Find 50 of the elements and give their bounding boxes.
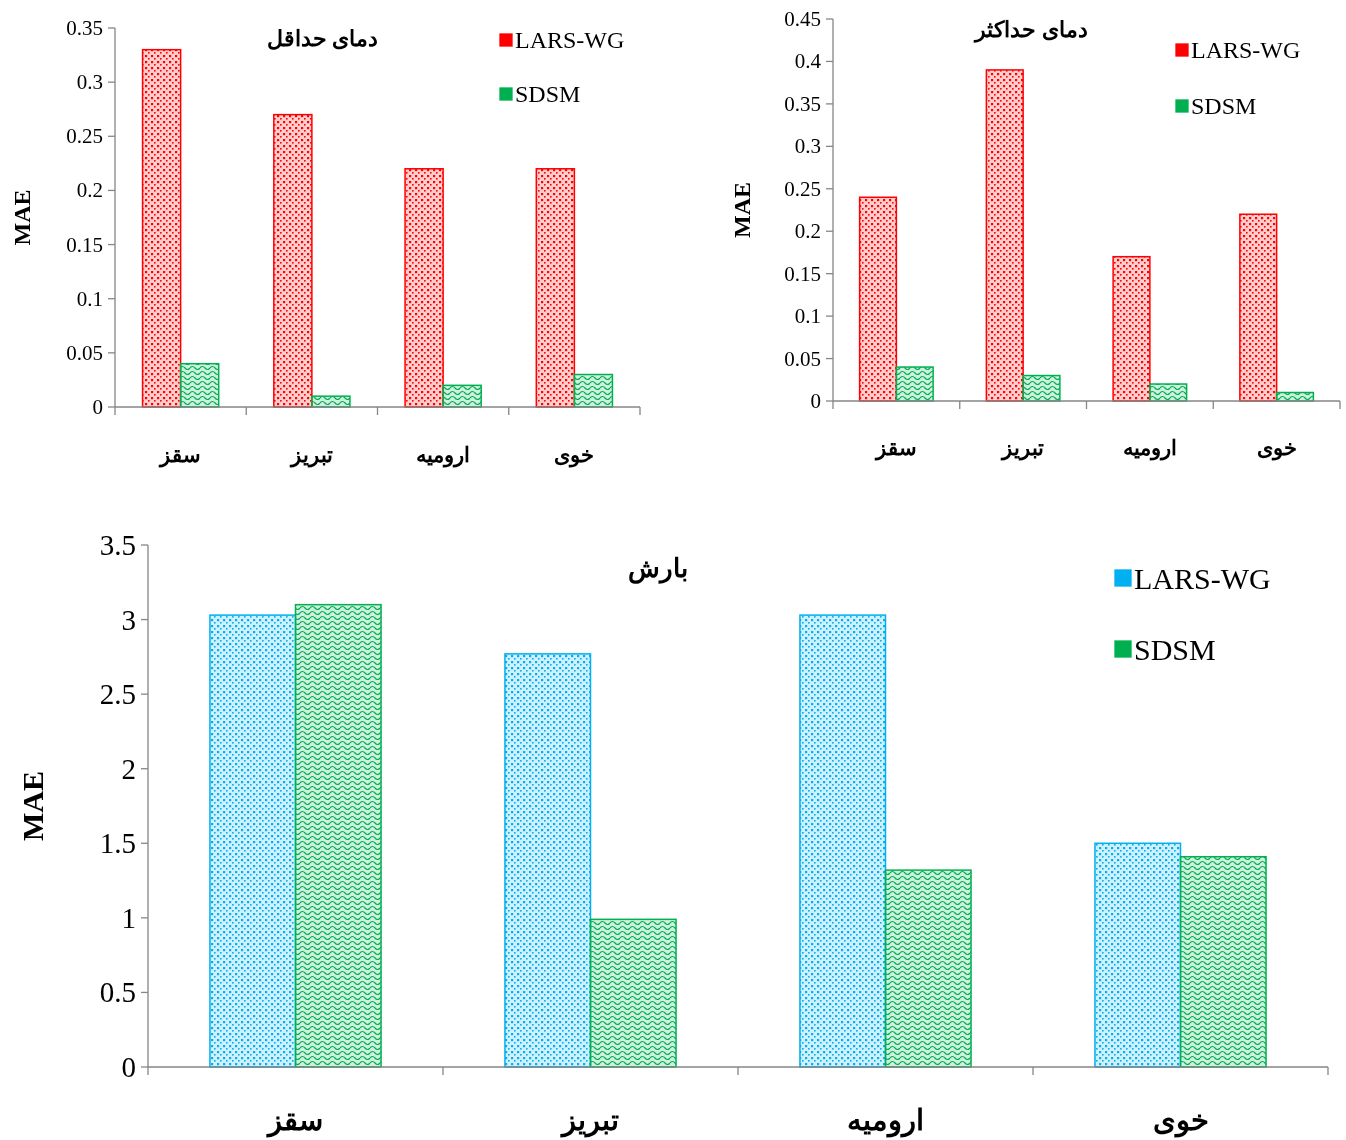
legend-label: LARS-WG	[515, 27, 625, 53]
y-tick-label: 0.2	[76, 178, 103, 203]
y-tick-label: 0.35	[784, 91, 821, 116]
y-axis-title: MAE	[9, 189, 35, 246]
y-tick-label: 0.3	[76, 70, 103, 95]
y-tick-label: 0	[121, 1051, 136, 1083]
y-tick-label: 0.05	[784, 346, 821, 371]
legend-label: LARS-WG	[1191, 37, 1301, 63]
chart-title: دمای حداکثر	[973, 17, 1088, 43]
y-tick-label: 0.25	[784, 176, 821, 201]
y-tick-label: 0.35	[66, 16, 103, 40]
x-tick-label: تبریز	[288, 443, 333, 468]
y-tick-label: 3	[121, 603, 136, 636]
y-tick-label: 2	[121, 752, 136, 785]
x-tick-label: ارومیه	[847, 1104, 924, 1138]
y-tick-label: 0	[810, 389, 821, 413]
x-tick-label: تبریز	[560, 1104, 619, 1138]
legend-label: LARS-WG	[1134, 561, 1271, 595]
y-axis-title: MAE	[729, 182, 755, 238]
y-tick-label: 0.15	[784, 261, 821, 286]
x-tick-label: سقز	[266, 1104, 323, 1138]
y-tick-label: 0.3	[794, 134, 821, 159]
y-tick-label: 0.4	[794, 49, 822, 74]
chart-title: دمای حداقل	[266, 26, 379, 51]
y-tick-label: 0.5	[99, 976, 136, 1009]
y-tick-label: 3.5	[99, 529, 136, 561]
x-tick-label: ارومیه	[1122, 436, 1177, 461]
x-tick-label: سقز	[873, 436, 917, 461]
y-tick-label: 1.5	[99, 827, 136, 860]
x-tick-label: خوی	[554, 443, 595, 468]
y-axis-title: MAE	[15, 771, 49, 841]
y-tick-label: 0.2	[794, 219, 821, 244]
x-tick-label: خوی	[1256, 436, 1297, 461]
y-tick-label: 0.45	[784, 7, 821, 31]
legend-label: SDSM	[515, 81, 581, 107]
x-tick-label: تبریز	[1000, 436, 1045, 461]
x-tick-label: خوی	[1152, 1104, 1209, 1138]
x-tick-label: سقز	[158, 443, 202, 468]
chart-title: بارش	[628, 554, 688, 584]
y-tick-label: 2.5	[99, 678, 136, 711]
y-tick-label: 1	[121, 901, 136, 934]
y-tick-label: 0.15	[66, 232, 103, 257]
y-tick-label: 0	[92, 395, 103, 419]
x-tick-label: ارومیه	[416, 443, 471, 468]
y-tick-label: 0.05	[66, 340, 103, 365]
legend-label: SDSM	[1134, 632, 1216, 666]
y-tick-label: 0.1	[794, 304, 821, 329]
y-tick-label: 0.1	[76, 286, 103, 311]
legend-label: SDSM	[1191, 93, 1257, 119]
y-tick-label: 0.25	[66, 124, 103, 149]
